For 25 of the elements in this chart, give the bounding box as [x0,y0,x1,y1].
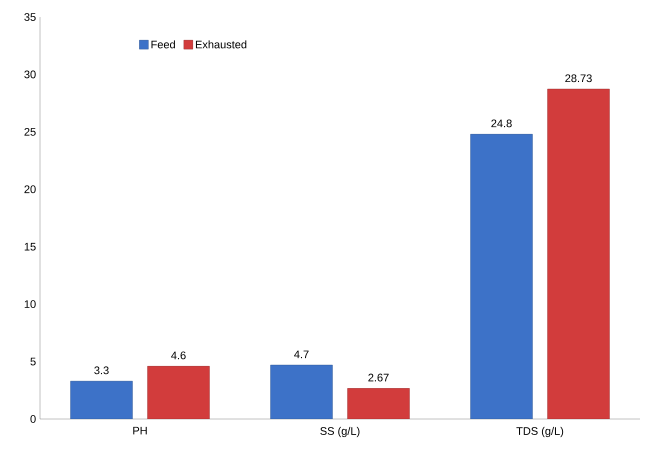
data-label: 4.7 [294,350,309,358]
y-tick-label: 30 [24,70,36,78]
y-tick-label: 5 [30,358,36,366]
bar [70,380,133,419]
legend-label: Feed [151,40,175,48]
legend-label: Exhausted [196,40,246,48]
data-label: 24.8 [491,119,512,128]
data-label: 28.73 [565,74,592,82]
data-label: 2.67 [368,374,389,382]
y-tick-label: 20 [24,185,36,194]
x-tick-label: SS (g/L) [320,426,360,438]
y-tick-label: 15 [24,242,36,251]
bar [270,364,333,419]
bar [147,366,210,419]
y-tick-label: 35 [24,13,36,21]
bar [347,388,410,419]
bar [470,134,533,419]
data-label: 4.6 [171,352,186,360]
y-tick-label: 0 [30,415,36,423]
y-tick-label: 10 [24,300,36,308]
x-tick-label: TDS (g/L) [516,426,564,438]
x-tick-label: PH [133,426,147,434]
data-label: 3.3 [94,366,109,374]
bar [547,88,610,419]
y-tick-label: 25 [24,128,36,136]
